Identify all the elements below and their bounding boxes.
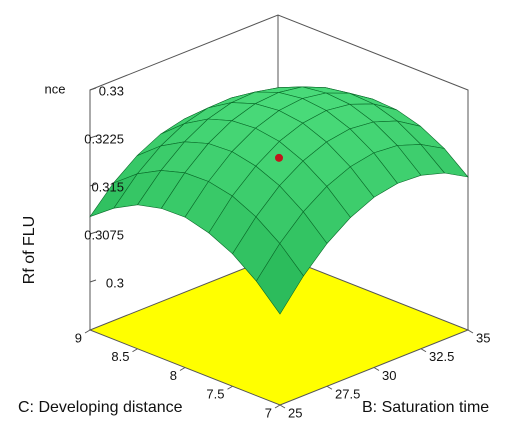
x-tick — [279, 404, 286, 409]
y-tick — [132, 348, 138, 353]
z-tick-label: 0.33 — [99, 83, 124, 98]
z-tick — [89, 183, 97, 187]
y-tick — [84, 329, 91, 334]
x-tick-label: 32.5 — [429, 349, 454, 364]
y-tick — [274, 404, 281, 409]
x-axis-title: B: Saturation time — [362, 399, 489, 416]
z-tick-label: 0.3225 — [84, 131, 124, 146]
x-tick — [373, 367, 380, 371]
x-tick — [326, 385, 333, 390]
x-tick-label: 35 — [476, 330, 490, 345]
y-tick-label: 9 — [75, 330, 82, 345]
z-tick — [89, 87, 97, 91]
design-point — [275, 153, 283, 162]
y-axis-title: C: Developing distance — [18, 399, 183, 416]
y-tick-label: 8.5 — [111, 349, 129, 364]
x-tick-label: 25 — [288, 405, 302, 420]
y-tick — [227, 385, 233, 390]
y-tick-label: 7 — [265, 405, 272, 420]
x-tick — [467, 329, 474, 334]
y-tick-label: 8 — [170, 368, 177, 383]
z-tick-label: 0.3075 — [84, 227, 124, 242]
z-tick — [89, 279, 97, 283]
z-tick-label: 0.315 — [91, 179, 124, 194]
z-tick — [89, 135, 97, 139]
x-tick — [420, 348, 427, 353]
z-axis-title: Rf of FLU — [21, 216, 38, 284]
surface-cell — [255, 242, 304, 315]
z-tick — [89, 231, 97, 235]
x-tick-label: 27.5 — [335, 387, 360, 402]
y-tick — [179, 367, 186, 371]
annotation: nce — [45, 81, 66, 96]
x-tick-label: 30 — [382, 368, 396, 383]
z-tick-label: 0.3 — [106, 275, 124, 290]
y-tick-label: 7.5 — [206, 387, 224, 402]
